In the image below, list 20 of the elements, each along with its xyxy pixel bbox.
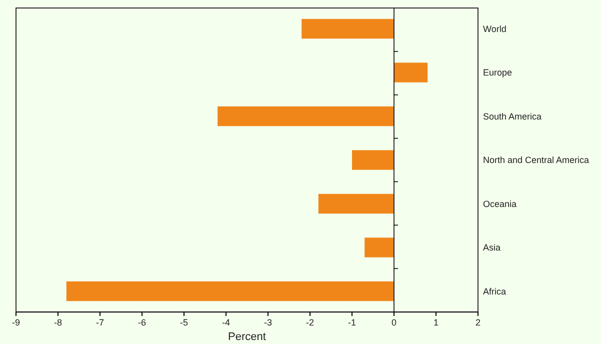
x-tick-label: -2: [306, 317, 314, 328]
y-tick-label: Africa: [483, 286, 506, 296]
x-tick-label: -6: [138, 317, 146, 328]
x-tick-label: -8: [54, 317, 62, 328]
y-tick-label: World: [483, 24, 506, 34]
x-tick-label: -5: [180, 317, 188, 328]
y-tick-label: South America: [483, 111, 542, 122]
x-tick-label: -3: [264, 317, 272, 328]
x-tick-label: 0: [391, 317, 397, 328]
x-tick-label: 1: [433, 317, 439, 328]
x-tick-label: -9: [12, 317, 20, 328]
x-tick-label: -1: [348, 317, 356, 328]
x-tick-label: 2: [475, 317, 481, 328]
x-axis-title: Percent: [228, 331, 266, 343]
y-tick-label: North and Central America: [483, 155, 590, 166]
y-tick-label: Asia: [483, 242, 501, 253]
x-tick-label: -7: [96, 317, 104, 328]
y-tick-label: Europe: [483, 68, 512, 78]
x-tick-label: -4: [222, 317, 230, 328]
y-tick-label: Oceania: [483, 198, 517, 209]
